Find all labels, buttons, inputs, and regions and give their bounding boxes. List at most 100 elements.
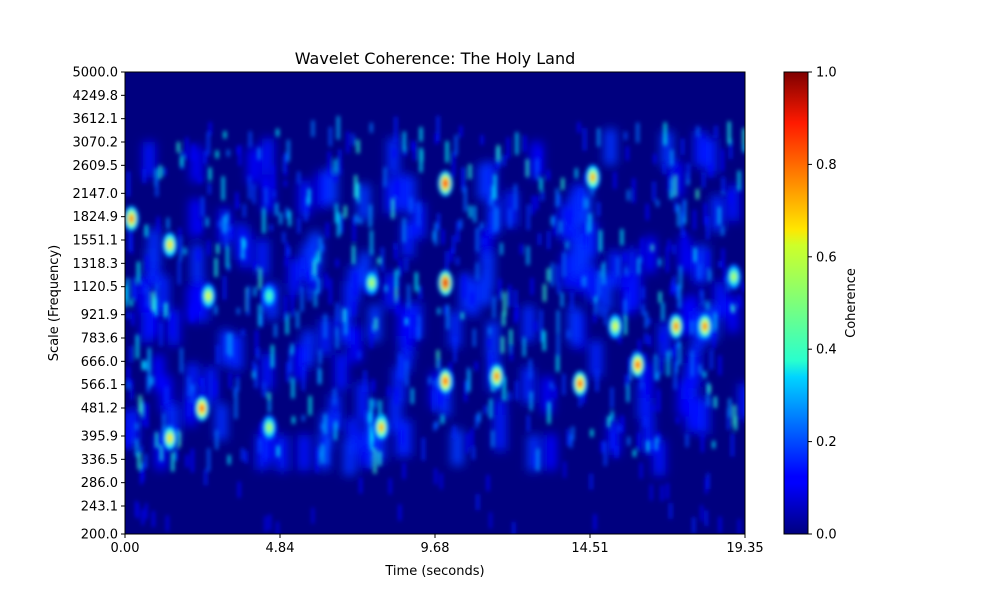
heatmap-cell	[352, 245, 355, 265]
heatmap-cell	[713, 312, 717, 330]
heatmap-cell	[177, 259, 181, 285]
heatmap-cell	[297, 171, 301, 184]
heatmap-cell	[618, 335, 622, 344]
heatmap-cell	[274, 323, 277, 338]
heatmap-cell	[648, 317, 651, 325]
heatmap-cell	[547, 230, 550, 250]
heatmap-cell	[590, 188, 594, 196]
heatmap-cell	[641, 304, 645, 316]
heatmap-cell	[285, 207, 289, 219]
x-tick-label: 19.35	[726, 541, 763, 556]
heatmap-cell	[625, 291, 629, 312]
heatmap-cell	[741, 281, 745, 292]
heatmap-cell	[553, 386, 557, 399]
heatmap-cell	[334, 174, 337, 183]
y-tick-label: 3070.2	[73, 135, 119, 150]
heatmap-cell	[561, 177, 565, 190]
heatmap-cell	[629, 273, 642, 310]
heatmap-cell	[688, 351, 701, 388]
heatmap-cell	[244, 450, 248, 464]
heatmap-cell	[346, 131, 350, 154]
heatmap-cell	[335, 203, 338, 224]
heatmap-cell	[434, 222, 438, 246]
heatmap-cell	[267, 392, 271, 401]
heatmap-cell	[284, 179, 287, 187]
y-tick-label: 666.0	[81, 355, 118, 370]
heatmap-cell	[317, 250, 320, 263]
heatmap-cell	[613, 171, 617, 189]
heatmap-cell	[336, 302, 339, 322]
heatmap-cell	[700, 505, 703, 522]
heatmap-cell	[368, 452, 371, 469]
heatmap-cell	[368, 419, 372, 445]
heatmap-cell	[604, 441, 607, 466]
heatmap-cell	[141, 509, 145, 526]
heatmap-cell	[223, 131, 227, 139]
heatmap-cell	[151, 291, 155, 312]
heatmap-cell	[256, 239, 269, 276]
heatmap-cell	[320, 445, 324, 464]
heatmap-cell	[326, 222, 329, 238]
heatmap-cell	[547, 170, 550, 181]
heatmap-cell	[644, 236, 657, 273]
heatmap-cell	[482, 237, 486, 246]
heatmap-cell	[556, 310, 560, 334]
heatmap-cell	[444, 305, 447, 315]
heatmap-cell	[428, 376, 432, 385]
heatmap-cell	[356, 382, 369, 419]
heatmap-cell	[141, 360, 145, 370]
heatmap-cell	[531, 195, 535, 215]
heatmap-cell	[157, 275, 170, 312]
heatmap-cell	[394, 281, 398, 302]
heatmap-cell	[489, 211, 493, 234]
heatmap-cell	[637, 432, 641, 451]
heatmap-cell	[236, 146, 240, 155]
heatmap-cell	[420, 150, 423, 162]
heatmap-cell	[276, 521, 279, 534]
heatmap-cell	[575, 168, 578, 179]
heatmap-cell	[685, 433, 689, 448]
heatmap-cell	[394, 116, 398, 143]
heatmap-cell	[641, 286, 645, 300]
heatmap-cell	[323, 413, 327, 435]
heatmap-cell	[662, 163, 666, 175]
heatmap-cell	[718, 260, 721, 268]
heatmap-cell	[291, 377, 295, 399]
heatmap-cell	[660, 485, 664, 502]
heatmap-cell	[579, 277, 582, 286]
heatmap-cell	[137, 261, 140, 283]
heatmap-cell	[373, 448, 377, 474]
heatmap-cell	[127, 366, 130, 385]
heatmap-cell	[335, 353, 348, 390]
heatmap-cell	[535, 158, 538, 180]
heatmap-cell	[708, 269, 711, 281]
y-tick-label: 395.9	[81, 429, 118, 444]
heatmap-cell	[696, 126, 700, 138]
coherence-hotspot	[266, 423, 272, 432]
heatmap-cell	[333, 388, 336, 406]
heatmap-cell	[599, 305, 603, 317]
heatmap-cell	[144, 453, 147, 469]
heatmap-cell	[656, 199, 659, 207]
heatmap-cell	[301, 257, 304, 270]
coherence-hotspot	[369, 278, 375, 287]
heatmap-cell	[610, 411, 614, 421]
heatmap-cell	[336, 116, 340, 140]
heatmap-cell	[241, 448, 244, 461]
heatmap-cell	[391, 198, 395, 219]
heatmap-cell	[529, 391, 533, 411]
coherence-hotspot	[266, 291, 272, 300]
heatmap-cell	[335, 258, 339, 268]
heatmap-cell	[636, 122, 640, 143]
heatmap-cell	[411, 140, 415, 152]
heatmap-cell	[674, 364, 677, 390]
heatmap-cell	[191, 448, 194, 473]
heatmap-cell	[663, 122, 667, 146]
heatmap-cell	[432, 230, 436, 242]
heatmap-cell	[357, 183, 360, 203]
heatmap-cell	[708, 384, 711, 393]
heatmap-cell	[567, 330, 570, 339]
heatmap-cell	[484, 405, 487, 415]
heatmap-cell	[706, 250, 710, 270]
heatmap-cell	[282, 231, 286, 243]
